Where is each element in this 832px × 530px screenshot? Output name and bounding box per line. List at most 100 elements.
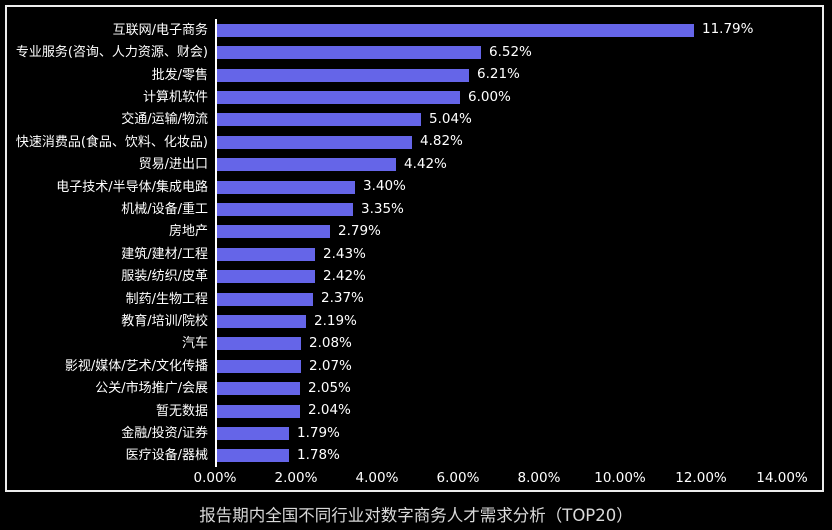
x-axis-tick-labels: 0.00% 2.00% 4.00% 6.00% 8.00% 10.00% 12.… [0,470,832,488]
bar-row: 公关/市场推广/会展 2.05% [0,378,832,400]
bar-track: 2.05% [208,379,832,396]
bar-row: 教育/培训/院校 2.19% [0,310,832,332]
bar-track: 2.37% [208,292,832,306]
category-label: 医疗设备/器械 [125,448,208,464]
bar-row: 制药/生物工程 2.37% [0,288,832,310]
value-label: 2.05% [308,379,351,396]
bar [217,247,315,261]
value-label: 2.08% [309,335,352,352]
x-axis-tick-label: 6.00% [436,470,480,486]
bar-row: 贸易/进出口 4.42% [0,153,832,175]
category-label: 汽车 [181,336,208,352]
bar [217,292,313,306]
bar-track: 1.78% [208,449,832,463]
bar-row: 批发/零售 6.21% [0,64,832,86]
value-label: 2.04% [308,402,351,419]
value-label: 5.04% [429,111,472,128]
x-axis-tick-label: 12.00% [675,470,727,486]
bar [217,404,300,418]
category-label: 房地产 [168,224,208,240]
bar-row: 交通/运输/物流 5.04% [0,109,832,131]
value-label: 3.40% [363,178,406,195]
bar [217,180,355,194]
value-label: 2.79% [338,223,381,240]
bar-row: 快速消费品(食品、饮料、化妆品) 4.82% [0,131,832,153]
category-label: 批发/零售 [151,67,208,83]
category-label: 公关/市场推广/会展 [95,381,208,397]
bar-row: 互联网/电子商务 11.79% [0,19,832,41]
bar-row: 暂无数据 2.04% [0,400,832,422]
value-label: 1.78% [297,447,340,464]
bar-track: 4.82% [208,135,832,149]
category-label: 交通/运输/物流 [121,112,208,128]
x-axis-tick-label: 4.00% [355,470,399,486]
bar-track: 6.21% [208,68,832,82]
bar-row: 机械/设备/重工 3.35% [0,198,832,220]
value-label: 6.52% [489,43,532,60]
bar-row: 服装/纺织/皮革 2.42% [0,265,832,287]
value-label: 2.42% [323,267,366,284]
bar [217,314,306,328]
category-label: 机械/设备/重工 [121,201,208,217]
x-axis-tick-label: 2.00% [274,470,318,486]
bar [217,68,469,82]
bar [217,270,315,284]
bar [217,359,301,373]
bar-row: 计算机软件 6.00% [0,86,832,108]
bar-track: 3.35% [208,200,832,217]
category-label: 专业服务(咨询、人力资源、财会) [15,45,208,61]
value-label: 2.43% [323,245,366,262]
bar-track: 2.43% [208,245,832,262]
value-label: 1.79% [297,424,340,441]
bar-track: 5.04% [208,113,832,127]
value-label: 2.07% [309,357,352,374]
chart-title: 报告期内全国不同行业对数字商务人才需求分析（TOP20） [199,506,633,525]
category-label: 建筑/建材/工程 [121,246,208,262]
value-label: 2.37% [321,290,364,307]
bar [217,113,421,127]
bar-row: 专业服务(咨询、人力资源、财会) 6.52% [0,41,832,63]
category-label: 制药/生物工程 [125,291,208,307]
bar [217,158,396,172]
value-label: 3.35% [361,200,404,217]
bar-track: 11.79% [208,23,832,37]
value-label: 4.42% [404,155,447,172]
category-label: 教育/培训/院校 [121,313,208,329]
chart-frame [5,5,824,492]
x-axis-tick-label: 0.00% [193,470,237,486]
bar [217,427,289,441]
bar [217,90,460,104]
bar-row: 建筑/建材/工程 2.43% [0,243,832,265]
bar [217,382,300,396]
category-label: 电子技术/半导体/集成电路 [56,179,208,195]
bar-row: 医疗设备/器械 1.78% [0,445,832,467]
bar-track: 2.07% [208,357,832,374]
category-label: 计算机软件 [142,89,208,105]
bar-track: 2.79% [208,225,832,239]
x-axis-tick-label: 14.00% [756,470,808,486]
bar-row: 影视/媒体/艺术/文化传播 2.07% [0,355,832,377]
bar-track: 2.08% [208,337,832,351]
bar-row: 房地产 2.79% [0,221,832,243]
category-label: 快速消费品(食品、饮料、化妆品) [15,134,208,150]
bar [217,135,412,149]
bar-track: 4.42% [208,155,832,172]
bar-row: 金融/投资/证券 1.79% [0,422,832,444]
category-label: 影视/媒体/艺术/文化传播 [64,358,208,374]
value-label: 2.19% [314,312,357,329]
bar [217,46,481,60]
value-label: 6.21% [477,66,520,83]
bar-track: 2.19% [208,312,832,329]
bar-track: 6.00% [208,90,832,105]
value-label: 11.79% [702,21,754,38]
bar-track: 6.52% [208,43,832,60]
bar-track: 3.40% [208,180,832,194]
bar [217,449,289,463]
bar-row: 电子技术/半导体/集成电路 3.40% [0,176,832,198]
bar [217,225,330,239]
category-label: 互联网/电子商务 [112,22,208,38]
y-axis-line [215,19,217,467]
category-label: 服装/纺织/皮革 [121,269,208,285]
x-axis-tick-label: 10.00% [594,470,646,486]
x-axis-tick-label: 8.00% [517,470,561,486]
